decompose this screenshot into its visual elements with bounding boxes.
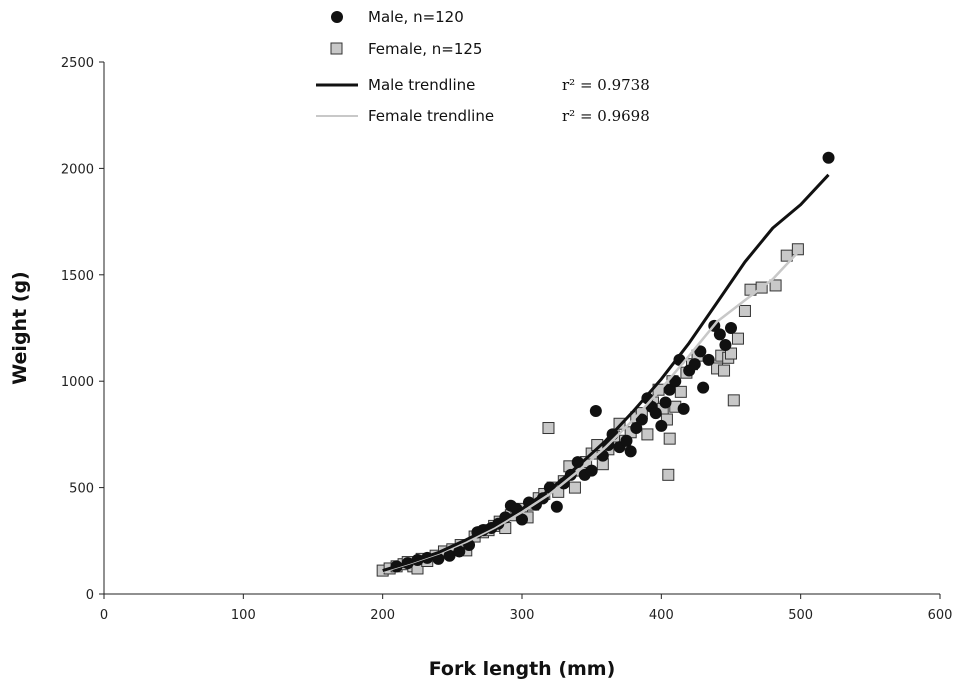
male-data-point bbox=[669, 375, 682, 388]
female-data-point bbox=[769, 279, 782, 292]
legend-female-label: Female, n=125 bbox=[368, 40, 482, 58]
ticks: 0 100 200 300 400 500 600 0 500 1000 1500 2000 2500 bbox=[61, 56, 953, 623]
male-data-point bbox=[697, 381, 710, 394]
female-data-point bbox=[542, 422, 555, 435]
y-tick-label: 1500 bbox=[61, 269, 94, 284]
male-data-point bbox=[596, 449, 609, 462]
y-tick-label: 1000 bbox=[61, 375, 94, 390]
trendlines bbox=[382, 173, 830, 573]
x-tick-label: 200 bbox=[370, 608, 395, 623]
female-data-point bbox=[663, 432, 676, 445]
female-data-point bbox=[718, 364, 731, 377]
male-data-point bbox=[677, 402, 690, 415]
male-data-point bbox=[516, 513, 528, 526]
male-data-point bbox=[649, 407, 662, 420]
x-tick-label: 100 bbox=[231, 608, 256, 623]
legend-male-label: Male, n=120 bbox=[368, 8, 464, 26]
male-data-point bbox=[702, 353, 715, 366]
male-data-point bbox=[550, 500, 563, 513]
y-tick-label: 0 bbox=[86, 588, 94, 603]
female-data-point bbox=[727, 394, 740, 407]
legend: Male, n=120 Female, n=125 Male trendline… bbox=[316, 8, 650, 125]
male-data-point bbox=[635, 413, 648, 426]
male-data-point bbox=[694, 345, 707, 358]
male-data-point bbox=[659, 396, 672, 409]
x-tick-label: 0 bbox=[100, 608, 108, 623]
y-tick-label: 500 bbox=[69, 482, 94, 497]
x-axis-title: Fork length (mm) bbox=[429, 658, 616, 680]
male-data-point bbox=[655, 419, 668, 432]
male-data-point bbox=[725, 322, 737, 334]
female-data-point bbox=[780, 249, 793, 262]
female-data-point bbox=[641, 428, 654, 441]
legend-male-marker bbox=[331, 11, 343, 23]
male-data-point bbox=[443, 549, 456, 562]
female-data-point bbox=[738, 304, 751, 317]
male-data-point bbox=[663, 383, 676, 396]
y-tick-label: 2500 bbox=[61, 56, 94, 71]
female-data-point bbox=[568, 481, 581, 494]
x-tick-label: 400 bbox=[649, 608, 674, 623]
legend-female-trendline-label: Female trendline bbox=[368, 107, 494, 125]
male-data-point bbox=[713, 328, 726, 341]
x-tick-label: 300 bbox=[510, 608, 535, 623]
y-axis-title: Weight (g) bbox=[9, 271, 31, 384]
legend-male-r2: r² = 0.9738 bbox=[562, 76, 650, 94]
female-data-point bbox=[662, 468, 675, 481]
female-data-point bbox=[731, 332, 744, 345]
y-tick-label: 2000 bbox=[61, 162, 94, 177]
legend-male-trendline-label: Male trendline bbox=[368, 76, 475, 94]
male-data-point bbox=[564, 468, 577, 481]
male-data-point bbox=[453, 545, 466, 558]
male-data-point bbox=[630, 422, 643, 435]
male-data-point bbox=[719, 339, 732, 352]
male-data-point bbox=[620, 434, 633, 447]
legend-female-r2: r² = 0.9698 bbox=[562, 107, 650, 125]
male-trendline bbox=[382, 173, 830, 573]
x-tick-label: 600 bbox=[928, 608, 953, 623]
legend-female-marker bbox=[330, 42, 343, 55]
male-data-point bbox=[589, 404, 602, 417]
male-data-point bbox=[624, 445, 637, 458]
female-data-point bbox=[674, 385, 687, 398]
data-points bbox=[376, 151, 835, 577]
female-data-point bbox=[725, 347, 737, 360]
male-data-point bbox=[822, 151, 835, 164]
male-data-point bbox=[585, 464, 598, 477]
x-tick-label: 500 bbox=[788, 608, 813, 623]
female-data-point bbox=[791, 243, 804, 256]
male-data-point bbox=[688, 358, 701, 371]
